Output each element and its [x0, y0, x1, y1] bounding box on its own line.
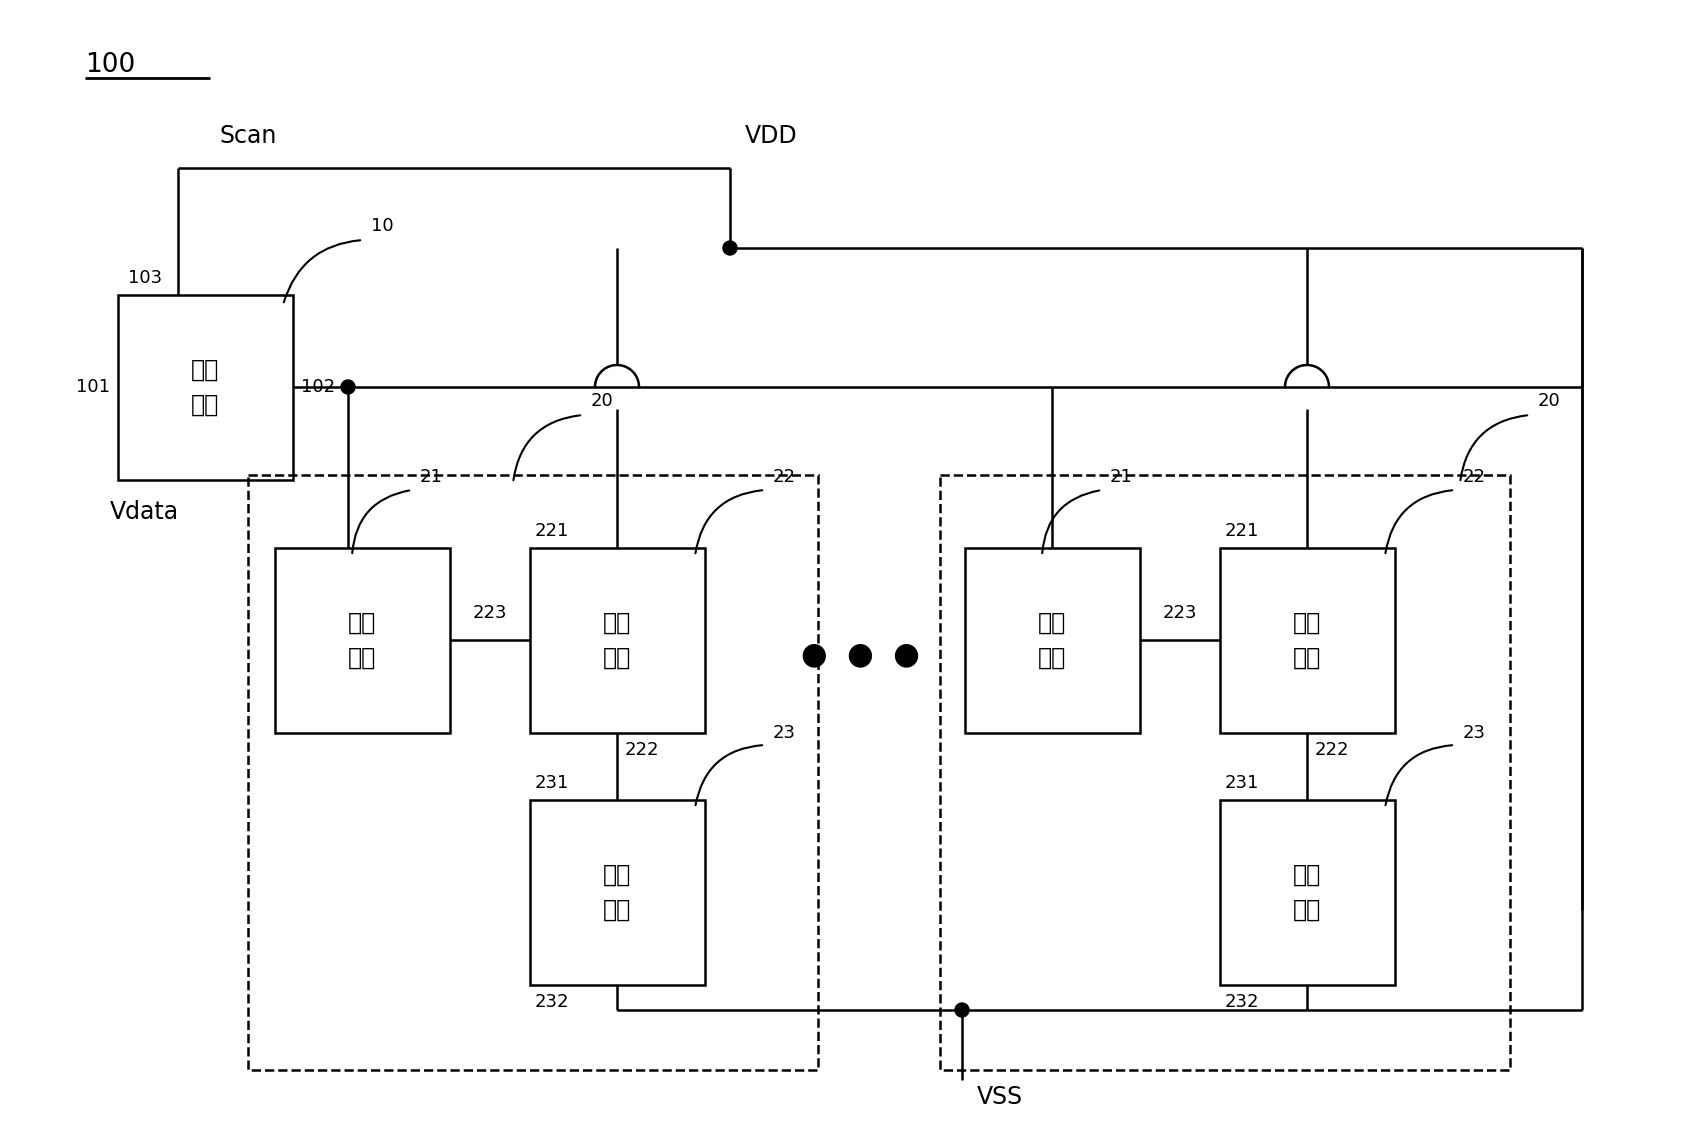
Text: 102: 102 — [301, 378, 335, 396]
Text: 储能
模块: 储能 模块 — [1038, 610, 1066, 670]
Text: 221: 221 — [535, 522, 570, 540]
Bar — [1219, 800, 1394, 985]
Text: 231: 231 — [1224, 774, 1260, 792]
Text: 101: 101 — [76, 378, 109, 396]
Circle shape — [723, 241, 737, 255]
Text: VSS: VSS — [977, 1084, 1023, 1109]
Text: 20: 20 — [590, 392, 614, 410]
Text: 驱动
模块: 驱动 模块 — [1293, 610, 1320, 670]
Text: Scan: Scan — [220, 125, 278, 148]
Bar — [118, 295, 293, 480]
Text: 发光
器件: 发光 器件 — [602, 863, 631, 921]
Bar — [1219, 548, 1394, 734]
Text: 22: 22 — [1463, 468, 1485, 486]
Text: 231: 231 — [535, 774, 570, 792]
Text: 23: 23 — [774, 724, 796, 741]
Text: 驱动
模块: 驱动 模块 — [602, 610, 631, 670]
Circle shape — [341, 380, 355, 394]
Text: 222: 222 — [1315, 741, 1349, 758]
Text: 100: 100 — [86, 52, 135, 78]
Text: 22: 22 — [774, 468, 796, 486]
Bar — [530, 800, 705, 985]
Bar — [530, 548, 705, 734]
Bar — [274, 548, 451, 734]
Text: ●  ●  ●: ● ● ● — [801, 641, 920, 669]
Text: 232: 232 — [1224, 993, 1260, 1011]
Bar — [940, 475, 1510, 1070]
Text: 21: 21 — [1110, 468, 1134, 486]
Text: VDD: VDD — [745, 125, 797, 148]
Circle shape — [955, 1003, 969, 1017]
Text: 103: 103 — [128, 269, 161, 288]
Text: 发光
器件: 发光 器件 — [1293, 863, 1320, 921]
Text: 储能
模块: 储能 模块 — [348, 610, 377, 670]
Text: 23: 23 — [1463, 724, 1485, 741]
Text: 223: 223 — [1162, 604, 1198, 621]
Text: Vdata: Vdata — [109, 500, 178, 524]
Text: 221: 221 — [1224, 522, 1260, 540]
Bar — [965, 548, 1140, 734]
Text: 232: 232 — [535, 993, 570, 1011]
Text: 20: 20 — [1537, 392, 1561, 410]
Text: 扫描
模块: 扫描 模块 — [190, 358, 219, 417]
Text: 10: 10 — [372, 217, 394, 235]
Text: 223: 223 — [473, 604, 508, 621]
Text: 21: 21 — [420, 468, 442, 486]
Text: 222: 222 — [626, 741, 659, 758]
Bar — [247, 475, 817, 1070]
